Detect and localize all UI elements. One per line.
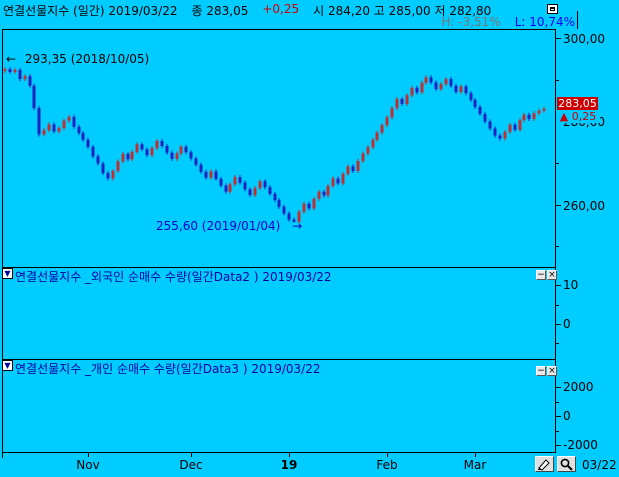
open-high-low: 시 284,20 고 285,00 저 282,80 — [313, 4, 492, 18]
x-axis-tick — [289, 452, 290, 457]
x-axis-label: Mar — [463, 458, 487, 472]
title-bar: 연결선물지수 (일간) 2019/03/22 종 283,05 +0,25 시 … — [3, 2, 491, 19]
panel3-title: 연결선물지수 _개인 순매수 수량(일간Data3 ) 2019/03/22 — [15, 362, 321, 376]
x-axis-label: Dec — [179, 458, 203, 472]
panel3-minor-tick — [555, 431, 559, 432]
panel3-axis-label: -2000 — [563, 438, 598, 452]
panel3-tick — [555, 387, 561, 388]
x-axis-label: Feb — [376, 458, 398, 472]
price-axis-line — [555, 29, 556, 453]
close-price: 종 283,05 — [191, 4, 249, 18]
magnifier-icon — [560, 458, 573, 471]
panel2-dropdown-button[interactable]: ▼ — [2, 268, 13, 279]
main-panel-top-border — [2, 29, 556, 30]
high-low-percent: H: -3,51% L: 10,74% — [441, 15, 575, 29]
x-axis-tick — [387, 452, 388, 457]
panel3-close-button[interactable]: × — [547, 366, 557, 376]
header-divider — [577, 11, 578, 29]
chevron-down-icon: ▼ — [4, 361, 11, 370]
left-border — [2, 29, 3, 453]
price-tick — [555, 38, 561, 39]
minimize-icon: − — [537, 270, 545, 280]
panel2-minimize-button[interactable]: − — [536, 270, 546, 280]
x-axis-tick — [475, 452, 476, 457]
panel3-axis-label: 0 — [563, 409, 571, 423]
price-minor-tick — [555, 246, 559, 247]
panel3-dropdown-button[interactable]: ▼ — [2, 360, 13, 371]
panel2-close-button[interactable]: × — [547, 270, 557, 280]
current-price-badge: 283,05 — [557, 97, 598, 110]
low-annotation: 255,60 (2019/01/04) → — [156, 219, 303, 233]
panel3-axis-label: 2000 — [563, 380, 594, 394]
x-axis-tick — [88, 452, 89, 457]
current-price-change: ▲ 0,25 — [556, 110, 600, 123]
restore-button[interactable] — [547, 4, 558, 14]
right-arrow-icon: → — [292, 219, 303, 233]
status-date: 03/22 — [582, 458, 617, 472]
panel2-title: 연결선물지수 _외국인 순매수 수량(일간Data2 ) 2019/03/22 — [15, 270, 332, 284]
pencil-icon — [538, 459, 550, 471]
zoom-tool-button[interactable] — [557, 456, 576, 472]
price-axis-label: 260,00 — [563, 199, 605, 213]
close-icon: × — [548, 270, 556, 280]
chevron-down-icon: ▼ — [4, 269, 11, 278]
close-icon: × — [548, 366, 556, 376]
panel2-minor-tick — [555, 343, 559, 344]
x-axis-tick — [191, 452, 192, 457]
high-annotation: ← 293,35 (2018/10/05) — [6, 52, 150, 66]
price-minor-tick — [555, 80, 559, 81]
price-minor-tick — [555, 163, 559, 164]
price-tick — [555, 205, 561, 206]
panel3-tick — [555, 445, 561, 446]
left-arrow-icon: ← — [6, 52, 17, 66]
panel2-axis-label: 0 — [563, 317, 571, 331]
x-axis-label: 19 — [280, 458, 298, 472]
panel3-tick — [555, 416, 561, 417]
minimize-icon: − — [537, 366, 545, 376]
instrument-title: 연결선물지수 (일간) 2019/03/22 — [3, 4, 178, 18]
panel2-top-border — [2, 267, 556, 268]
panel3-minimize-button[interactable]: − — [536, 366, 546, 376]
panel2-tick — [555, 285, 561, 286]
panel3-minor-tick — [555, 402, 559, 403]
x-axis-corner-tick — [2, 452, 3, 458]
panel2-minor-tick — [555, 305, 559, 306]
draw-tool-button[interactable] — [535, 456, 554, 472]
price-change: +0,25 — [262, 2, 300, 16]
high-percent: H: -3,51% — [441, 15, 501, 29]
restore-icon — [550, 7, 555, 11]
x-axis-line — [2, 452, 556, 453]
price-axis-label: 300,00 — [563, 32, 605, 46]
panel3-top-border — [2, 359, 556, 360]
x-axis-label: Nov — [76, 458, 100, 472]
panel2-tick — [555, 324, 561, 325]
panel2-axis-label: 10 — [563, 278, 579, 292]
low-percent: L: 10,74% — [514, 15, 575, 29]
